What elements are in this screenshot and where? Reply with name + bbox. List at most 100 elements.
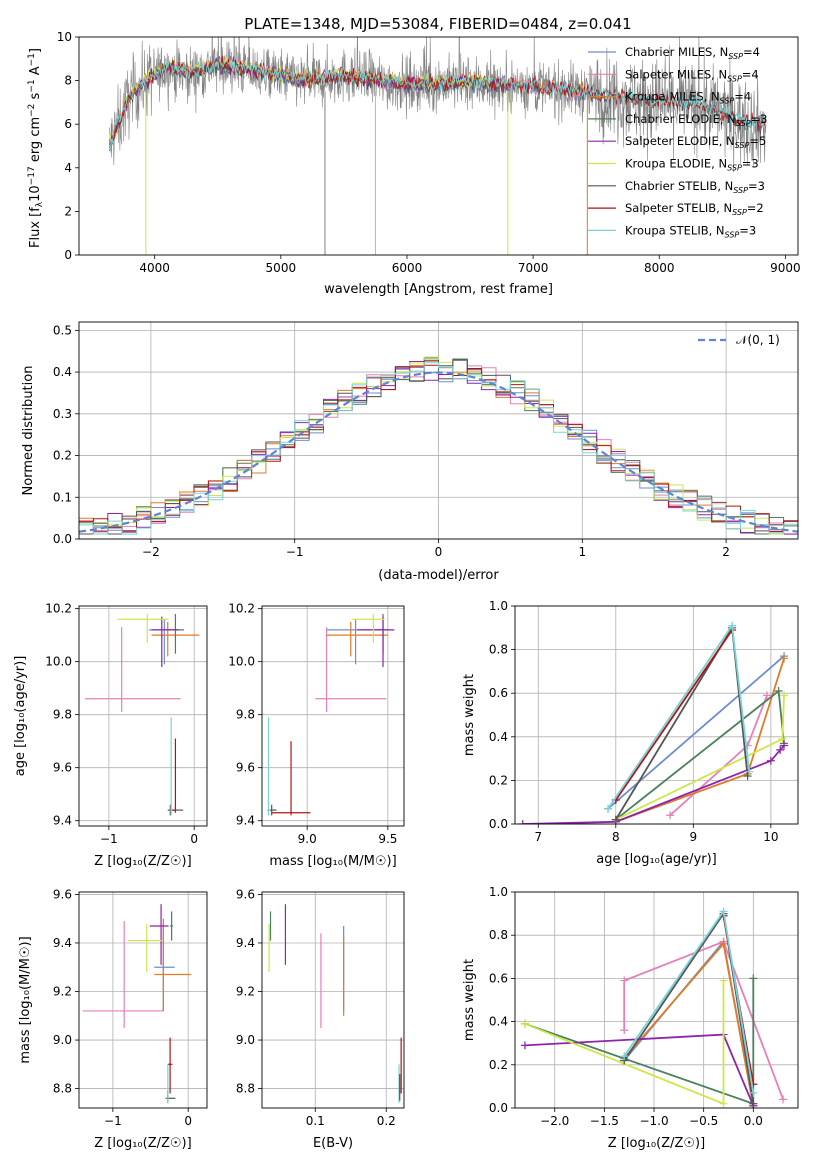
x-tick-label: 9000 xyxy=(770,261,801,275)
weight-point-marker xyxy=(780,691,789,700)
y-tick-label: 9.2 xyxy=(236,985,255,999)
legend-entry-text: Kroupa MILES, N xyxy=(625,90,720,104)
weight-point-marker xyxy=(778,734,787,743)
y-tick-label: 0.3 xyxy=(53,407,72,421)
legend-entry-tail: =5 xyxy=(749,134,766,148)
legend-entry: Chabrier MILES, NSSP=4 xyxy=(625,45,760,61)
x-tick-label: 0.0 xyxy=(744,1114,763,1128)
y-axis-label: Normed distribution xyxy=(21,366,36,496)
weight-point-marker xyxy=(780,741,789,750)
mass_vs_Z-panel: −1 0 8.8 9.0 9.2 9.4 9.6 Z [log₁₀(Z/Z☉)] mass [l… xyxy=(18,887,208,1151)
y-tick-label: 0.1 xyxy=(53,490,72,504)
x-tick-label: 6000 xyxy=(392,261,423,275)
weight-point-marker xyxy=(620,1026,629,1035)
x-tick-label: 0.2 xyxy=(377,1114,396,1128)
residuals-panel: −2 −1 0 1 2 0.0 0.1 0.2 0.3 0.4 0.5 (data-model)/er… xyxy=(21,321,799,583)
legend-entry-tail: =4 xyxy=(734,90,751,104)
legend-entry-text: Salpeter ELODIE, N xyxy=(625,134,735,148)
legend-entry-sub: SSP xyxy=(736,119,751,128)
y-tick-label: 4 xyxy=(64,161,72,175)
x-tick-label: 7 xyxy=(534,830,542,844)
y-tick-label: 9.6 xyxy=(236,887,255,901)
x-tick-label: 0.1 xyxy=(306,1114,325,1128)
weight-point-marker xyxy=(762,691,771,700)
legend-entry-tail: =4 xyxy=(742,67,759,81)
legend-entry-sub: SSP xyxy=(720,97,735,106)
y-tick-label: 9.4 xyxy=(53,936,72,950)
weight-point-marker xyxy=(749,1080,758,1089)
y-tick-label: 8.8 xyxy=(53,1082,72,1096)
y-tick-label: 0 xyxy=(64,248,72,262)
axes-frame xyxy=(78,891,208,1109)
x-tick-label: 8000 xyxy=(644,261,675,275)
x-tick-label: 9 xyxy=(690,830,698,844)
model-spectrum-line xyxy=(108,54,767,150)
x-tick-label: −0.5 xyxy=(689,1114,718,1128)
weight-series-line xyxy=(615,625,749,821)
y-axis-label-part: A xyxy=(28,66,43,79)
y-tick-label: 0.0 xyxy=(53,532,72,546)
x-tick-label: 9.0 xyxy=(298,832,317,846)
weight-point-marker xyxy=(779,1095,788,1104)
spectrum-marks xyxy=(108,37,767,255)
legend-entry: Salpeter MILES, NSSP=4 xyxy=(625,67,759,83)
weight-point-marker xyxy=(728,621,737,630)
y-tick-label: 10.2 xyxy=(228,602,255,616)
y-tick-label: 9.4 xyxy=(236,814,255,828)
weight-series-line xyxy=(615,658,785,823)
axes-frame xyxy=(78,605,208,827)
y-axis-label-part: λ xyxy=(35,201,45,207)
y-axis-label: mass weight xyxy=(462,674,477,756)
y-axis-label: age [log₁₀(age/yr)] xyxy=(13,656,28,777)
weight-point-marker xyxy=(719,939,728,948)
x-axis-label: Z [log₁₀(Z/Z☉)] xyxy=(608,1136,705,1151)
legend-entry: Salpeter STELIB, NSSP=2 xyxy=(625,201,764,217)
y-tick-label: 9.6 xyxy=(53,887,72,901)
x-tick-label: 0 xyxy=(190,832,198,846)
y-tick-label: 9.6 xyxy=(53,761,72,775)
y-tick-label: 0.4 xyxy=(489,730,508,744)
y-axis-label: mass weight xyxy=(462,959,477,1041)
legend-entry-sub: SSP xyxy=(727,74,742,83)
legend-entry-tail: =3 xyxy=(742,157,759,171)
x-tick-label: 0 xyxy=(435,545,443,559)
age_vs_mass-panel: 9.0 9.5 9.4 9.6 9.8 10.0 10.2 mass [log₁₀(M/M☉)… xyxy=(228,602,405,869)
legend-entry-sub: SSP xyxy=(735,141,750,150)
age_vs_Z-marks xyxy=(84,613,200,816)
axes-frame xyxy=(261,605,405,827)
x-axis-label: (data-model)/error xyxy=(378,568,499,583)
mass_weight_vs_Z-marks xyxy=(520,907,788,1108)
weight-point-marker xyxy=(604,804,613,813)
y-tick-label: 9.4 xyxy=(53,814,72,828)
legend-entry-text: Chabrier ELODIE, N xyxy=(625,112,736,126)
x-tick-label: 1 xyxy=(578,545,586,559)
y-axis-label-part: ] xyxy=(28,48,43,53)
weight-point-marker xyxy=(749,974,758,983)
x-tick-label: 7000 xyxy=(518,261,549,275)
legend-entry: Chabrier STELIB, NSSP=3 xyxy=(625,179,765,195)
y-tick-label: 0.2 xyxy=(489,1058,508,1072)
age_vs_Z-panel: −1 0 9.4 9.6 9.8 10.0 10.2 Z [log₁₀(Z/Z☉)] age [… xyxy=(13,602,208,869)
y-tick-label: 1.0 xyxy=(489,885,508,899)
weight-point-marker xyxy=(780,654,789,663)
legend-entry-tail: =3 xyxy=(739,223,756,237)
legend-entry-sub: SSP xyxy=(733,186,748,195)
weight-series-line xyxy=(615,689,785,821)
y-tick-label: 0.6 xyxy=(489,686,508,700)
x-axis-label: age [log₁₀(age/yr)] xyxy=(596,852,717,867)
x-axis-label: mass [log₁₀(M/M☉)] xyxy=(269,854,396,869)
y-axis-label-part: −2 xyxy=(27,104,37,117)
axes-frame xyxy=(78,321,799,540)
y-tick-label: 1.0 xyxy=(489,599,508,613)
weight-series-line xyxy=(615,695,785,821)
x-axis-label: wavelength [Angstrom, rest frame] xyxy=(324,282,553,297)
y-tick-label: 9.6 xyxy=(236,761,255,775)
axes-frame xyxy=(514,891,799,1109)
axes-frame xyxy=(514,605,799,825)
x-tick-label: −1 xyxy=(100,832,118,846)
y-axis-label-part: −1 xyxy=(27,53,37,66)
x-tick-label: −1.0 xyxy=(639,1114,668,1128)
y-tick-label: 0.4 xyxy=(489,1015,508,1029)
residuals-marks xyxy=(79,356,798,535)
